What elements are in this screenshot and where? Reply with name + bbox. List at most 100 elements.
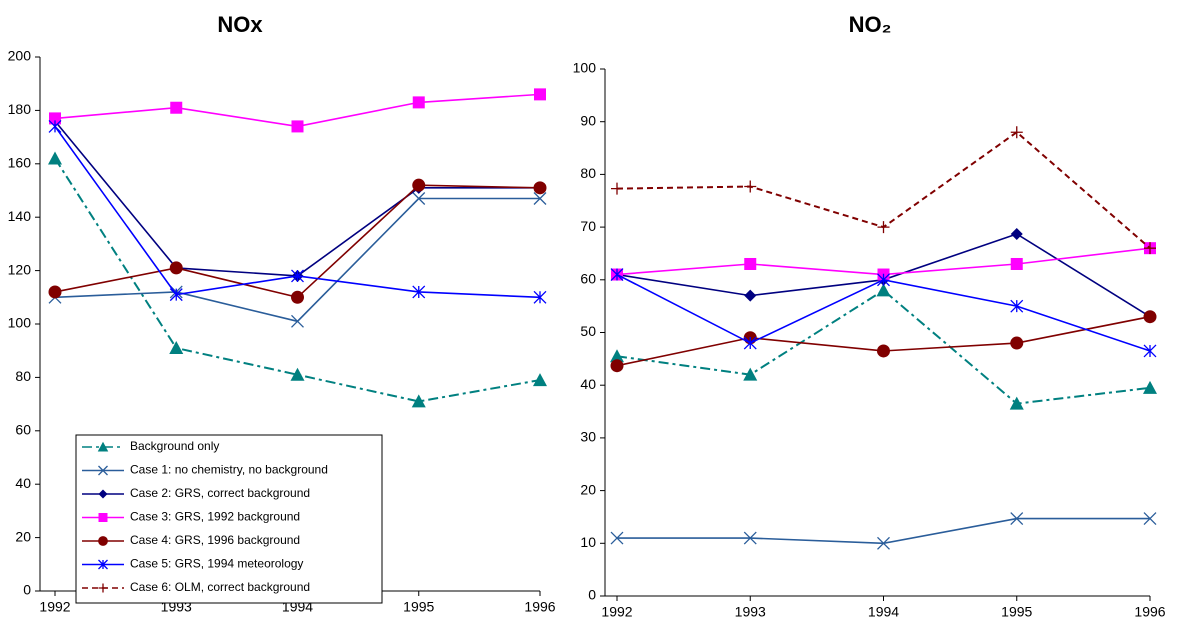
marker <box>412 178 426 192</box>
y-tick-label: 10 <box>580 534 596 550</box>
marker <box>744 180 757 193</box>
y-tick-label: 20 <box>580 481 596 497</box>
y-tick-label: 20 <box>15 528 31 544</box>
x-tick-label: 1996 <box>524 599 555 615</box>
marker <box>1010 227 1023 240</box>
marker <box>169 341 184 355</box>
marker <box>291 120 304 133</box>
y-tick-label: 30 <box>580 429 596 445</box>
series-line <box>616 289 1151 405</box>
marker <box>744 257 757 270</box>
marker <box>610 531 624 545</box>
marker <box>48 119 62 133</box>
marker <box>743 336 757 350</box>
legend-box <box>75 434 383 604</box>
marker <box>877 221 890 234</box>
marker <box>533 192 547 205</box>
marker <box>533 290 547 304</box>
marker <box>48 151 62 165</box>
y-tick-label: 180 <box>8 101 32 117</box>
marker <box>98 513 108 522</box>
x-tick-label: 1994 <box>868 604 899 620</box>
marker <box>1010 257 1023 270</box>
y-tick-label: 70 <box>580 218 596 234</box>
marker <box>877 536 890 550</box>
marker <box>49 112 61 125</box>
marker <box>877 273 890 287</box>
marker <box>743 367 758 381</box>
marker <box>291 290 304 304</box>
marker <box>1010 336 1024 350</box>
marker <box>533 181 547 195</box>
y-tick-label: 120 <box>8 261 32 277</box>
marker <box>290 367 305 381</box>
marker <box>169 288 183 302</box>
marker <box>1010 299 1024 313</box>
marker <box>291 269 304 283</box>
marker <box>610 268 624 281</box>
marker <box>412 96 425 109</box>
series-line <box>54 157 541 403</box>
marker <box>534 88 546 101</box>
chart-title: NOx <box>217 12 263 37</box>
marker <box>1143 310 1157 324</box>
marker <box>877 344 890 358</box>
marker <box>412 285 426 299</box>
marker <box>1143 344 1157 358</box>
legend-label: Case 1: no chemistry, no background <box>130 463 328 477</box>
marker <box>412 192 426 205</box>
marker <box>170 101 183 114</box>
y-tick-label: 140 <box>8 208 32 224</box>
marker <box>98 559 108 570</box>
marker <box>98 536 108 546</box>
marker <box>169 261 183 275</box>
marker <box>1010 512 1024 525</box>
marker <box>876 283 891 297</box>
marker <box>744 289 757 302</box>
x-tick-label: 1993 <box>735 604 766 620</box>
x-tick-label: 1996 <box>1134 604 1165 620</box>
marker <box>1143 512 1157 525</box>
marker <box>1010 126 1023 139</box>
marker <box>610 359 624 373</box>
marker <box>1143 380 1157 394</box>
legend-label: Case 5: GRS, 1994 meteorology <box>130 557 303 571</box>
marker <box>291 314 304 328</box>
marker <box>98 489 108 499</box>
x-tick-label: 1995 <box>1001 604 1032 620</box>
y-tick-label: 60 <box>15 422 31 438</box>
y-tick-label: 160 <box>8 155 32 171</box>
y-tick-label: 40 <box>15 475 31 491</box>
marker <box>1009 396 1024 410</box>
marker <box>743 531 757 545</box>
y-tick-label: 60 <box>580 271 596 287</box>
x-tick-label: 1992 <box>39 599 70 615</box>
chart-title: NO₂ <box>849 12 892 37</box>
marker <box>48 285 62 299</box>
series-line <box>617 517 1150 545</box>
legend-label: Case 6: OLM, correct background <box>130 580 310 594</box>
y-tick-label: 0 <box>23 582 31 598</box>
x-tick-label: 1995 <box>403 599 434 615</box>
y-tick-label: 40 <box>580 376 596 392</box>
legend-label: Background only <box>130 439 219 453</box>
y-tick-label: 200 <box>8 48 32 64</box>
legend-label: Case 3: GRS, 1992 background <box>130 510 300 524</box>
marker <box>98 465 108 476</box>
y-tick-label: 0 <box>588 587 596 603</box>
y-tick-label: 90 <box>580 112 596 128</box>
legend-label: Case 2: GRS, correct background <box>130 486 310 500</box>
marker <box>611 182 623 195</box>
marker <box>97 441 109 452</box>
marker <box>1144 242 1156 255</box>
legend-label: Case 4: GRS, 1996 background <box>130 533 300 547</box>
marker <box>98 583 108 593</box>
y-tick-label: 100 <box>8 315 32 331</box>
marker <box>411 394 426 408</box>
y-tick-label: 80 <box>15 368 31 384</box>
y-tick-label: 80 <box>580 165 596 181</box>
marker <box>610 349 624 363</box>
y-tick-label: 50 <box>580 323 596 339</box>
marker <box>533 373 547 387</box>
